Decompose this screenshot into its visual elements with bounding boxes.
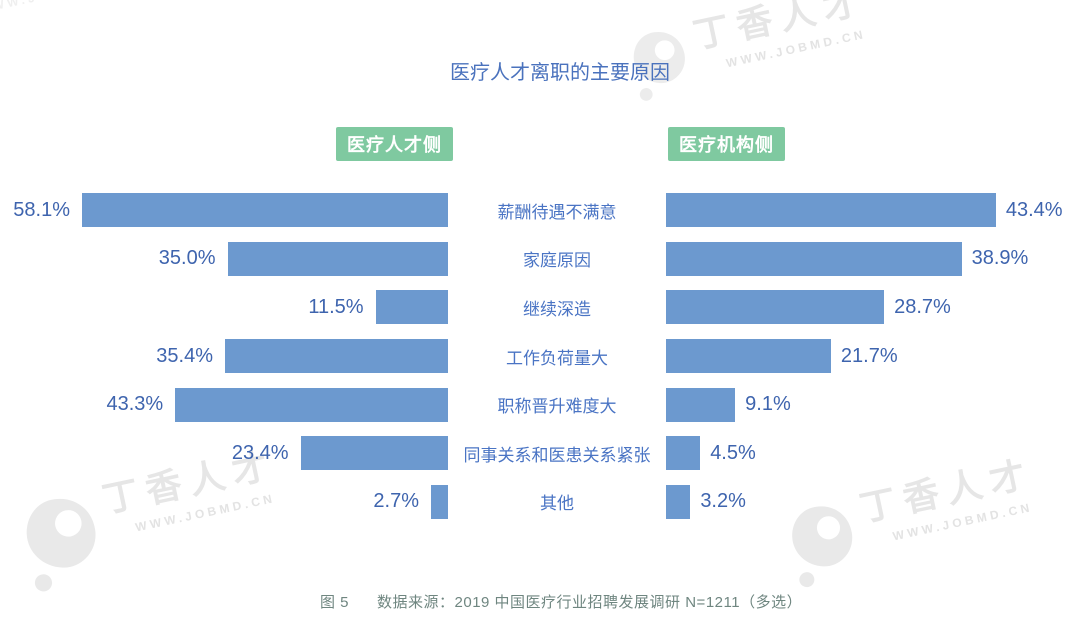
right-bar-zone: 4.5% xyxy=(666,436,1080,471)
left-bar-zone: 2.7% xyxy=(0,484,448,519)
left-value-label: 58.1% xyxy=(13,198,70,221)
right-value-label: 4.5% xyxy=(710,441,756,464)
right-value-label: 38.9% xyxy=(971,247,1029,270)
right-bar xyxy=(666,241,962,276)
left-value-label: 11.5% xyxy=(308,295,364,318)
watermark: 丁香人才 WWW.JOBMD.CN xyxy=(0,0,131,55)
left-bar-zone: 58.1% xyxy=(0,193,448,228)
chart-row: 35.4% 工作负荷量大 21.7% xyxy=(0,332,1080,381)
right-bar xyxy=(666,387,736,422)
left-value-label: 2.7% xyxy=(373,490,419,513)
data-source-note: 数据来源：2019 中国医疗行业招聘发展调研 N=1211（多选） xyxy=(377,594,803,611)
right-bar xyxy=(666,436,701,471)
watermark-brand: 丁香人才 xyxy=(0,0,123,5)
left-bar xyxy=(224,339,448,374)
chart-row: 35.0% 家庭原因 38.9% xyxy=(0,235,1080,284)
category-label: 工作负荷量大 xyxy=(506,348,608,368)
right-value-label: 28.7% xyxy=(894,295,951,318)
left-bar xyxy=(300,436,448,471)
left-value-label: 35.0% xyxy=(158,247,216,270)
figure-label: 图 5 xyxy=(320,594,350,611)
category-label: 薪酬待遇不满意 xyxy=(497,202,617,222)
left-value-label: 23.4% xyxy=(231,441,289,464)
left-bar xyxy=(431,484,448,519)
right-bar-zone: 9.1% xyxy=(666,387,1080,422)
left-bar xyxy=(175,387,448,422)
chart-row: 58.1% 薪酬待遇不满意 43.4% xyxy=(0,186,1080,235)
category-label: 其他 xyxy=(540,494,574,514)
chart-footer: 图 5 数据来源：2019 中国医疗行业招聘发展调研 N=1211（多选） xyxy=(320,591,802,612)
chart-row: 2.7% 其他 3.2% xyxy=(0,478,1080,527)
chart-row: 43.3% 职称晋升难度大 9.1% xyxy=(0,380,1080,429)
category-label: 职称晋升难度大 xyxy=(497,397,617,417)
left-bar xyxy=(375,290,448,325)
right-panel-header-badge: 医疗机构侧 xyxy=(668,127,785,161)
right-bar xyxy=(666,290,885,325)
right-value-label: 43.4% xyxy=(1005,198,1063,221)
right-bar-zone: 28.7% xyxy=(666,290,1080,325)
right-value-label: 9.1% xyxy=(745,393,791,416)
right-value-label: 21.7% xyxy=(840,344,898,367)
chart-title: 医疗人才离职的主要原因 xyxy=(450,62,670,84)
category-label: 继续深造 xyxy=(523,299,591,319)
left-bar xyxy=(81,193,448,228)
watermark-url: WWW.JOBMD.CN xyxy=(0,0,126,22)
watermark: 丁香人才 WWW.JOBMD.CN xyxy=(621,0,878,109)
left-value-label: 35.4% xyxy=(156,344,213,367)
right-bar-zone: 21.7% xyxy=(666,339,1080,374)
left-panel-header-badge: 医疗人才侧 xyxy=(336,127,453,161)
chart-row: 23.4% 同事关系和医患关系紧张 4.5% xyxy=(0,429,1080,478)
right-bar-zone: 3.2% xyxy=(666,484,1080,519)
category-label: 家庭原因 xyxy=(523,251,591,271)
right-bar xyxy=(666,339,831,374)
chart-row: 11.5% 继续深造 28.7% xyxy=(0,283,1080,332)
right-bar-zone: 43.4% xyxy=(666,193,1080,228)
right-bar xyxy=(666,193,996,228)
left-value-label: 43.3% xyxy=(106,393,164,416)
right-bar xyxy=(666,484,691,519)
left-bar-zone: 23.4% xyxy=(0,436,448,471)
category-label: 同事关系和医患关系紧张 xyxy=(463,445,651,465)
watermark-brand: 丁香人才 xyxy=(689,0,871,57)
left-bar-zone: 35.0% xyxy=(0,241,448,276)
right-value-label: 3.2% xyxy=(700,490,746,513)
left-bar-zone: 35.4% xyxy=(0,339,448,374)
left-bar-zone: 11.5% xyxy=(0,290,448,325)
left-bar-zone: 43.3% xyxy=(0,387,448,422)
left-bar xyxy=(227,241,448,276)
butterfly-chart: 58.1% 薪酬待遇不满意 43.4% 35.0% 家庭原因 38.9% 11.5% 继续深造… xyxy=(0,186,1080,526)
right-bar-zone: 38.9% xyxy=(666,241,1080,276)
